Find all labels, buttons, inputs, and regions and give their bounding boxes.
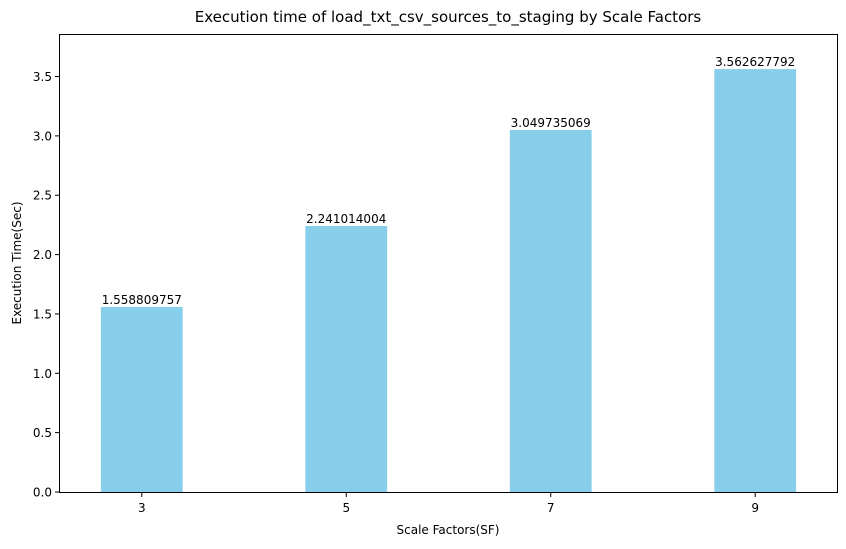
value-labels-group: 1.558809757 2.241014004 3.049735069 3.56262… [102, 55, 796, 307]
bar-3 [100, 306, 183, 492]
bar-value-label: 3.562627792 [715, 55, 795, 69]
x-tick-label: 3 [138, 501, 146, 515]
x-tick-label: 9 [751, 501, 759, 515]
plot-frame [59, 34, 838, 493]
x-tick-label: 7 [547, 501, 555, 515]
x-tick-label: 5 [342, 501, 350, 515]
bar-value-label: 3.049735069 [511, 116, 591, 130]
bar-value-label: 2.241014004 [306, 212, 386, 226]
y-axis: 0.0 0.5 1.0 1.5 2.0 2.5 3.0 3.5 [33, 70, 60, 500]
chart-title: Execution time of load_txt_csv_sources_t… [195, 8, 702, 27]
y-tick-label: 0.5 [33, 426, 52, 440]
bar-value-label: 1.558809757 [102, 293, 182, 307]
bar-7 [509, 129, 592, 492]
x-axis: 3 5 7 9 [138, 492, 759, 515]
bar-9 [714, 69, 797, 493]
y-tick-label: 0.0 [33, 486, 52, 500]
y-tick-label: 3.5 [33, 70, 52, 84]
y-axis-label: Execution Time(Sec) [10, 201, 24, 324]
y-tick-label: 2.5 [33, 189, 52, 203]
y-tick-label: 1.0 [33, 367, 52, 381]
bar-5 [305, 225, 388, 493]
x-axis-label: Scale Factors(SF) [397, 523, 500, 537]
y-tick-label: 2.0 [33, 248, 52, 262]
y-tick-label: 3.0 [33, 129, 52, 143]
bars-group [100, 69, 797, 493]
y-tick-label: 1.5 [33, 307, 52, 321]
